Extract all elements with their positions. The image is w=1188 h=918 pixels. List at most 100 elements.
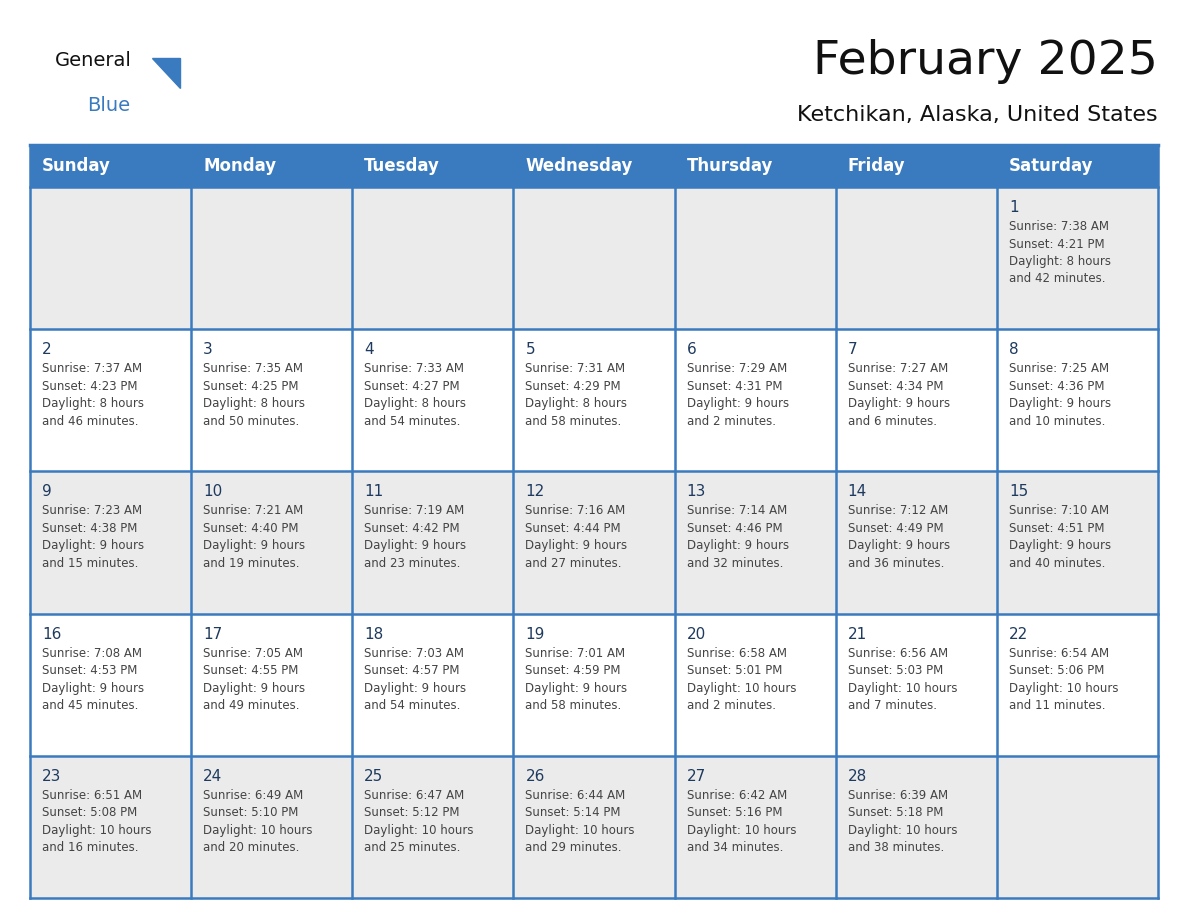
Text: Sunrise: 7:05 AM: Sunrise: 7:05 AM [203, 646, 303, 660]
Text: 13: 13 [687, 485, 706, 499]
Text: Sunrise: 7:19 AM: Sunrise: 7:19 AM [365, 504, 465, 518]
Text: and 2 minutes.: and 2 minutes. [687, 415, 776, 428]
Text: Daylight: 9 hours: Daylight: 9 hours [203, 681, 305, 695]
Text: Daylight: 9 hours: Daylight: 9 hours [1009, 540, 1111, 553]
Text: Sunrise: 7:08 AM: Sunrise: 7:08 AM [42, 646, 143, 660]
Text: and 54 minutes.: and 54 minutes. [365, 415, 461, 428]
Text: Sunrise: 7:21 AM: Sunrise: 7:21 AM [203, 504, 303, 518]
Text: Sunrise: 7:38 AM: Sunrise: 7:38 AM [1009, 220, 1108, 233]
Text: Tuesday: Tuesday [365, 157, 441, 175]
Text: Sunrise: 7:37 AM: Sunrise: 7:37 AM [42, 363, 143, 375]
Text: Sunset: 5:06 PM: Sunset: 5:06 PM [1009, 664, 1104, 677]
Text: and 54 minutes.: and 54 minutes. [365, 700, 461, 712]
Text: Friday: Friday [848, 157, 905, 175]
Bar [30, 613, 1158, 756]
Text: Sunset: 4:40 PM: Sunset: 4:40 PM [203, 522, 298, 535]
Text: Sunset: 5:03 PM: Sunset: 5:03 PM [848, 664, 943, 677]
Text: Sunrise: 7:01 AM: Sunrise: 7:01 AM [525, 646, 626, 660]
Text: Sunset: 4:36 PM: Sunset: 4:36 PM [1009, 380, 1105, 393]
Text: Sunrise: 7:10 AM: Sunrise: 7:10 AM [1009, 504, 1108, 518]
Text: Sunset: 5:18 PM: Sunset: 5:18 PM [848, 806, 943, 819]
Text: February 2025: February 2025 [813, 39, 1158, 84]
Text: Daylight: 8 hours: Daylight: 8 hours [203, 397, 305, 410]
Text: Sunrise: 7:29 AM: Sunrise: 7:29 AM [687, 363, 786, 375]
Text: and 34 minutes.: and 34 minutes. [687, 841, 783, 855]
Text: 20: 20 [687, 627, 706, 642]
Text: 21: 21 [848, 627, 867, 642]
Text: Blue: Blue [87, 95, 131, 115]
Bar [30, 187, 1158, 330]
Text: 5: 5 [525, 342, 535, 357]
Text: Sunset: 5:14 PM: Sunset: 5:14 PM [525, 806, 621, 819]
Text: 2: 2 [42, 342, 51, 357]
Text: Daylight: 10 hours: Daylight: 10 hours [203, 823, 312, 837]
Text: Wednesday: Wednesday [525, 157, 633, 175]
Text: Sunset: 5:16 PM: Sunset: 5:16 PM [687, 806, 782, 819]
Text: and 29 minutes.: and 29 minutes. [525, 841, 623, 855]
Text: Daylight: 10 hours: Daylight: 10 hours [42, 823, 152, 837]
Text: and 58 minutes.: and 58 minutes. [525, 415, 621, 428]
Text: Sunset: 5:01 PM: Sunset: 5:01 PM [687, 664, 782, 677]
Text: 25: 25 [365, 768, 384, 784]
Bar [30, 145, 1158, 187]
Polygon shape [152, 58, 181, 88]
Text: Sunrise: 7:35 AM: Sunrise: 7:35 AM [203, 363, 303, 375]
Text: Sunrise: 7:12 AM: Sunrise: 7:12 AM [848, 504, 948, 518]
Text: 8: 8 [1009, 342, 1018, 357]
Text: Sunrise: 6:56 AM: Sunrise: 6:56 AM [848, 646, 948, 660]
Text: Thursday: Thursday [687, 157, 773, 175]
Text: and 19 minutes.: and 19 minutes. [203, 557, 299, 570]
Text: Sunset: 5:12 PM: Sunset: 5:12 PM [365, 806, 460, 819]
Text: Sunrise: 7:31 AM: Sunrise: 7:31 AM [525, 363, 626, 375]
Text: 28: 28 [848, 768, 867, 784]
Text: Daylight: 9 hours: Daylight: 9 hours [42, 681, 144, 695]
Text: 15: 15 [1009, 485, 1028, 499]
Text: Sunrise: 6:49 AM: Sunrise: 6:49 AM [203, 789, 303, 801]
Text: Sunset: 4:57 PM: Sunset: 4:57 PM [365, 664, 460, 677]
Text: Sunrise: 7:23 AM: Sunrise: 7:23 AM [42, 504, 143, 518]
Text: and 49 minutes.: and 49 minutes. [203, 700, 299, 712]
Text: 16: 16 [42, 627, 62, 642]
Text: Daylight: 9 hours: Daylight: 9 hours [365, 540, 467, 553]
Text: 1: 1 [1009, 200, 1018, 215]
Text: Sunrise: 7:27 AM: Sunrise: 7:27 AM [848, 363, 948, 375]
Text: and 10 minutes.: and 10 minutes. [1009, 415, 1105, 428]
Text: Sunrise: 6:42 AM: Sunrise: 6:42 AM [687, 789, 786, 801]
Text: Sunset: 4:44 PM: Sunset: 4:44 PM [525, 522, 621, 535]
Text: Sunset: 5:08 PM: Sunset: 5:08 PM [42, 806, 138, 819]
Text: 24: 24 [203, 768, 222, 784]
Text: 26: 26 [525, 768, 545, 784]
Text: General: General [55, 50, 132, 70]
Text: Sunset: 4:42 PM: Sunset: 4:42 PM [365, 522, 460, 535]
Text: Daylight: 9 hours: Daylight: 9 hours [1009, 397, 1111, 410]
Text: Daylight: 8 hours: Daylight: 8 hours [365, 397, 466, 410]
Text: Daylight: 8 hours: Daylight: 8 hours [1009, 255, 1111, 268]
Text: Daylight: 9 hours: Daylight: 9 hours [848, 397, 950, 410]
Text: Sunset: 4:55 PM: Sunset: 4:55 PM [203, 664, 298, 677]
Text: Daylight: 9 hours: Daylight: 9 hours [687, 397, 789, 410]
Text: 23: 23 [42, 768, 62, 784]
Text: Daylight: 9 hours: Daylight: 9 hours [525, 681, 627, 695]
Text: and 40 minutes.: and 40 minutes. [1009, 557, 1105, 570]
Text: and 11 minutes.: and 11 minutes. [1009, 700, 1105, 712]
Text: and 46 minutes.: and 46 minutes. [42, 415, 139, 428]
Text: Daylight: 8 hours: Daylight: 8 hours [42, 397, 144, 410]
Text: Sunset: 4:53 PM: Sunset: 4:53 PM [42, 664, 138, 677]
Text: 19: 19 [525, 627, 545, 642]
Text: and 42 minutes.: and 42 minutes. [1009, 273, 1105, 285]
Text: and 15 minutes.: and 15 minutes. [42, 557, 138, 570]
Bar [30, 330, 1158, 472]
Text: 6: 6 [687, 342, 696, 357]
Text: and 16 minutes.: and 16 minutes. [42, 841, 139, 855]
Text: Sunset: 4:21 PM: Sunset: 4:21 PM [1009, 238, 1105, 251]
Text: Sunset: 4:38 PM: Sunset: 4:38 PM [42, 522, 138, 535]
Text: Sunset: 4:29 PM: Sunset: 4:29 PM [525, 380, 621, 393]
Text: Sunrise: 6:51 AM: Sunrise: 6:51 AM [42, 789, 143, 801]
Text: Sunset: 4:34 PM: Sunset: 4:34 PM [848, 380, 943, 393]
Text: Sunrise: 7:16 AM: Sunrise: 7:16 AM [525, 504, 626, 518]
Text: 3: 3 [203, 342, 213, 357]
Text: and 20 minutes.: and 20 minutes. [203, 841, 299, 855]
Text: Sunset: 4:23 PM: Sunset: 4:23 PM [42, 380, 138, 393]
Text: and 36 minutes.: and 36 minutes. [848, 557, 944, 570]
Text: and 50 minutes.: and 50 minutes. [203, 415, 299, 428]
